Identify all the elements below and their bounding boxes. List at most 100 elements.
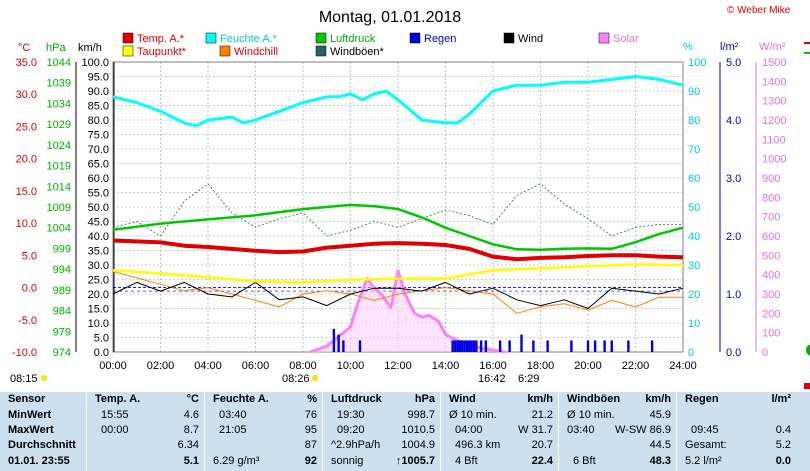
rain-bar	[520, 334, 523, 352]
edge-bar-green	[804, 52, 810, 54]
wind-tick-label: 20.0	[88, 289, 109, 301]
legend-windchill: Windchill	[219, 45, 278, 58]
solar-tick-label: 1300	[762, 96, 786, 108]
x-tick-label: 24:00	[669, 360, 697, 372]
series-windchill-line	[112, 270, 683, 314]
series-windben-line	[112, 183, 683, 237]
stats-wind-max-time: 04:00	[455, 424, 483, 436]
humidity-tick-label: 10	[688, 318, 700, 330]
rain-bar	[603, 340, 606, 352]
legend-wind: Wind	[503, 32, 543, 45]
stats-pressure-unit: hPa	[414, 393, 435, 405]
wind-tick-label: 55.0	[88, 188, 109, 200]
rain-bar	[337, 334, 340, 352]
solar-tick-label: 600	[762, 231, 780, 243]
humidity-tick-label: 60	[688, 173, 700, 185]
rain-tick-label: 0.0	[726, 347, 741, 359]
rain-bar	[479, 340, 483, 352]
stats-temp-unit: °C	[186, 393, 199, 405]
legend-humidity: Feuchte A.*	[205, 32, 278, 45]
credit-label: © Weber Mike	[727, 5, 791, 16]
stats-humidity-avg: 87	[304, 439, 317, 451]
legend-solar-label: Solar	[613, 33, 639, 45]
stats-wind-avg: 20.7	[531, 439, 553, 451]
rain-bar	[484, 340, 488, 352]
stats-col-humidity: Feuchte A. % 03:40 76 21:05 95 87 6.29 g…	[204, 392, 323, 471]
solar-tick-label: 500	[762, 250, 780, 262]
x-tick-label: 18:00	[527, 360, 555, 372]
wind-tick-label: 0.0	[94, 347, 109, 359]
stats-humidity-max-time: 21:05	[219, 424, 247, 436]
stats-col-pressure: Luftdruck hPa 19:30 998.7 09:20 1010.5 ^…	[322, 392, 441, 471]
stats-pressure-avg: 1004.9	[401, 439, 435, 451]
solar-tick-label: 1100	[762, 134, 786, 146]
rain-bar	[546, 340, 549, 352]
pressure-tick-label: 1034	[47, 98, 71, 110]
temp-axis-unit: °C	[18, 42, 30, 54]
stats-humidity-absolute: 6.29 g/m³	[213, 455, 260, 467]
solar-tick-label: 200	[762, 308, 780, 320]
stats-gust-avg10: 45.9	[649, 409, 671, 421]
pressure-tick-label: 999	[53, 243, 71, 255]
stats-rain-max-time: 09:45	[691, 424, 719, 436]
solar-tick-label: 100	[762, 328, 780, 340]
wind-tick-label: 75.0	[88, 130, 109, 142]
temp-tick-label: 15.0	[16, 186, 37, 198]
pressure-tick-label: 1014	[47, 181, 71, 193]
x-tick-label: 14:00	[432, 360, 460, 372]
x-tick-label: 12:00	[384, 360, 412, 372]
event-markers: 08:15 08:26 16:42 6:29	[10, 373, 539, 385]
rain-bar	[342, 340, 345, 352]
rain-bar	[465, 340, 469, 352]
rain-bar	[570, 340, 573, 352]
stats-rain-current: 0.0	[775, 455, 791, 467]
humidity-tick-label: 70	[688, 144, 700, 156]
stats-wind-unit: km/h	[527, 393, 553, 405]
legend: Temp. A.* Feuchte A.* Luftdruck Regen Wi…	[122, 32, 639, 58]
x-tick-label: 00:00	[99, 360, 127, 372]
legend-gust-label: Windböen*	[330, 46, 385, 58]
stats-rain-max: 0.4	[775, 424, 791, 436]
temp-tick-label: 25.0	[16, 121, 37, 133]
stats-sensor-header: Sensor	[8, 393, 46, 405]
edge-widgets	[804, 42, 810, 389]
rain-bar	[508, 340, 511, 352]
solar-tick-label: 700	[762, 212, 780, 224]
stats-temp-min: 4.6	[183, 409, 199, 421]
stats-row-label: MaxWert	[8, 424, 54, 436]
stats-wind-current: 22.4	[531, 455, 553, 467]
rise-marker-label: 08:15	[10, 373, 38, 385]
solar-tick-label: 800	[762, 192, 780, 204]
temp-tick-label: 30.0	[16, 89, 37, 101]
solar-tick-label: 400	[762, 270, 780, 282]
rain-bar	[358, 340, 362, 352]
rain-bar	[650, 340, 654, 352]
solar-tick-label: 1000	[762, 154, 786, 166]
stats-rain-unit: l/m²	[771, 393, 791, 405]
legend-gust: Windböen*	[315, 45, 385, 58]
solar-axis-unit: W/m²	[759, 41, 786, 53]
legend-temp-label: Temp. A.*	[137, 33, 185, 45]
wind-tick-label: 10.0	[88, 318, 109, 330]
legend-temp: Temp. A.*	[122, 32, 185, 45]
x-tick-label: 22:00	[622, 360, 650, 372]
stats-humidity-max: 95	[304, 424, 317, 436]
stats-humidity-current: 92	[304, 455, 317, 467]
stats-col-gust: Windböen km/h Ø 10 min. 45.9 03:40 W-SW …	[558, 392, 677, 471]
stats-row-label: MinWert	[8, 409, 52, 421]
stats-gust-header: Windböen	[567, 393, 621, 405]
edge-gauge-green	[806, 344, 810, 356]
sunset-label: 16:42	[478, 373, 506, 385]
weather-chart: Montag, 01.01.2018 Temp. A.* Feuchte A.*…	[10, 9, 810, 389]
solar-tick-label: 1500	[762, 57, 786, 69]
legend-pressure: Luftdruck	[315, 32, 376, 45]
legend-dewpoint-label: Taupunkt*	[137, 46, 187, 58]
humidity-tick-label: 50	[688, 202, 700, 214]
stats-temp-current: 5.1	[183, 455, 199, 467]
wind-tick-label: 35.0	[88, 246, 109, 258]
x-tick-label: 04:00	[194, 360, 222, 372]
pressure-tick-label: 1044	[47, 57, 71, 69]
pressure-tick-label: 984	[53, 306, 71, 318]
stats-humidity-header: Feuchte A.	[213, 393, 269, 405]
wind-tick-label: 15.0	[88, 304, 109, 316]
